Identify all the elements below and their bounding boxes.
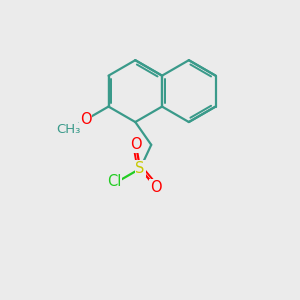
Text: O: O (80, 112, 92, 127)
Text: O: O (130, 137, 142, 152)
Text: Cl: Cl (107, 174, 122, 189)
Text: S: S (135, 161, 145, 176)
Text: O: O (150, 180, 162, 195)
Text: CH₃: CH₃ (56, 123, 80, 136)
